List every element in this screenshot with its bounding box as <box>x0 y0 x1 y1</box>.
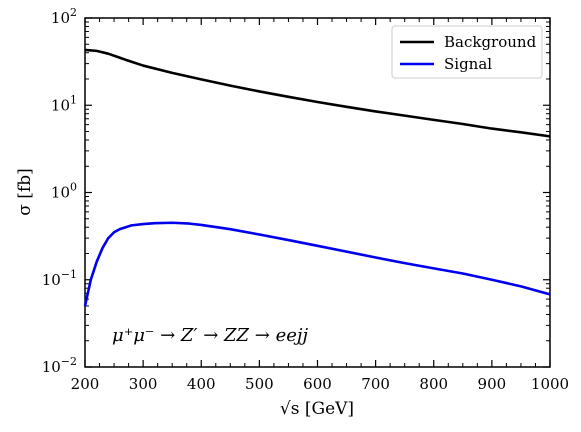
legend: Background Signal <box>391 25 543 79</box>
x-tick-label: 400 <box>187 375 216 393</box>
series-lines <box>83 48 551 307</box>
y-tick-label: 101 <box>51 93 77 114</box>
x-tick-label: 300 <box>129 375 158 393</box>
y-axis-title: σ [fb] <box>15 168 35 215</box>
x-tick-label: 500 <box>245 375 274 393</box>
x-tick-label: 200 <box>71 375 100 393</box>
x-tick-label: 700 <box>361 375 390 393</box>
x-tick-label: 800 <box>419 375 448 393</box>
legend-label-signal: Signal <box>444 55 492 73</box>
x-tick-label: 900 <box>478 375 507 393</box>
series-line-background <box>84 48 551 138</box>
axis-tick-labels: 200 300 400 500 600 700 800 900 1000 10−2 10−1 100 1… <box>42 6 569 393</box>
process-annotation: μ⁺μ⁻ → Z′ → ZZ → eejj <box>112 325 308 346</box>
axis-ticks <box>84 17 551 368</box>
y-tick-label: 102 <box>51 6 77 27</box>
y-tick-label: 10−1 <box>42 268 77 289</box>
legend-label-background: Background <box>444 33 537 51</box>
x-tick-label: 1000 <box>531 375 569 393</box>
y-tick-label: 100 <box>51 181 77 202</box>
x-tick-label: 600 <box>303 375 332 393</box>
series-line-signal <box>83 221 551 307</box>
y-tick-label: 10−2 <box>42 355 77 376</box>
x-axis-title: √s [GeV] <box>280 399 354 419</box>
